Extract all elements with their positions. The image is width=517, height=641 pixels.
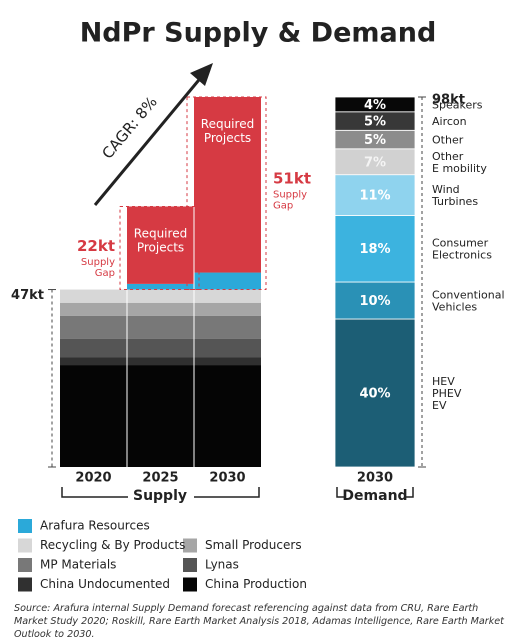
bar-segment <box>127 365 194 467</box>
legend-label: MP Materials <box>40 558 116 572</box>
legend-swatch <box>18 538 32 553</box>
segment-label: Other <box>432 134 464 147</box>
required-segment <box>194 97 261 273</box>
bar-segment <box>194 302 261 316</box>
bar-segment <box>194 315 261 339</box>
legend-swatch <box>183 538 197 553</box>
gap-value: 22kt <box>77 237 115 255</box>
bracket-gap <box>344 490 406 502</box>
segment-label: Consumer Electronics <box>432 237 492 262</box>
bar-segment <box>194 289 261 303</box>
required-label: Required Projects <box>134 226 187 254</box>
value-label: 18% <box>359 242 390 257</box>
value-label: 7% <box>364 155 386 170</box>
bar-segment <box>60 315 127 339</box>
legend-label: Arafura Resources <box>40 519 150 533</box>
bar-segment <box>127 302 194 316</box>
segment-label: Wind Turbines <box>431 183 478 208</box>
required-segment <box>127 206 194 284</box>
axis-label: Demand <box>342 488 407 504</box>
bar-segment <box>127 289 194 303</box>
bar-segment <box>60 289 127 303</box>
bar-segment <box>127 283 194 290</box>
bar-segment <box>60 357 127 366</box>
segment-label: Other E mobility <box>432 150 487 175</box>
bar-segment <box>334 318 416 468</box>
bar-segment <box>60 338 127 358</box>
legend-label: China Undocumented <box>40 577 170 591</box>
legend-swatch <box>18 558 32 572</box>
gap-box <box>186 96 267 291</box>
chart-title: NdPr Supply & Demand <box>80 18 437 49</box>
value-label: 11% <box>359 189 390 204</box>
bracket-gap <box>128 490 194 502</box>
x-tick-label: 2025 <box>142 471 178 486</box>
bar-segment <box>194 338 261 358</box>
value-label: 10% <box>359 294 390 309</box>
bar-segment <box>334 214 416 283</box>
segment-label: Aircon <box>432 115 467 128</box>
gap-note: Supply Gap <box>81 257 115 279</box>
legend-swatch <box>183 577 197 592</box>
legend-swatch <box>18 519 32 533</box>
gap-box <box>119 205 200 291</box>
axis-label: Supply <box>133 488 187 504</box>
cagr-arrowhead <box>190 63 213 86</box>
legend-label: Recycling & By Products <box>40 538 185 552</box>
bar-segment <box>127 357 194 366</box>
value-label: 40% <box>359 387 390 402</box>
bar-segment <box>127 338 194 358</box>
legend-swatch <box>183 558 197 572</box>
value-label: 5% <box>364 133 386 148</box>
segment-label: Speakers <box>432 98 483 111</box>
segment-label: HEV PHEV EV <box>432 375 462 412</box>
value-label: 5% <box>364 115 386 130</box>
bar-segment <box>60 365 127 467</box>
total-label: 98kt <box>432 93 465 108</box>
legend-swatch <box>18 577 32 592</box>
source-note: Source: Arafura internal Supply Demand f… <box>14 603 504 640</box>
cagr-label: CAGR: 8% <box>98 93 160 163</box>
bar-segment <box>127 315 194 339</box>
x-tick-label: 2030 <box>209 471 245 486</box>
x-tick-label: 2020 <box>75 471 111 486</box>
marker-label: 47kt <box>11 288 44 303</box>
legend-label: Lynas <box>205 558 239 572</box>
bar-segment <box>194 365 261 467</box>
chart: NdPr Supply & Demand CAGR: 8% 2020 Requir… <box>11 18 505 592</box>
legend-label: China Production <box>205 577 307 591</box>
cagr-arrow <box>93 74 205 206</box>
bar-segment <box>194 357 261 366</box>
value-label: 4% <box>364 98 386 113</box>
bar-segment <box>334 96 416 113</box>
gap-note: Supply Gap <box>273 190 307 212</box>
bar-segment <box>334 281 416 320</box>
required-label: Required Projects <box>201 117 254 145</box>
segment-label: Conventional Vehicles <box>432 289 505 314</box>
bar-segment <box>60 302 127 316</box>
bar-segment <box>194 272 261 290</box>
legend-label: Small Producers <box>205 538 302 552</box>
x-tick-label: 2030 <box>357 471 393 486</box>
gap-value: 51kt <box>273 170 311 188</box>
